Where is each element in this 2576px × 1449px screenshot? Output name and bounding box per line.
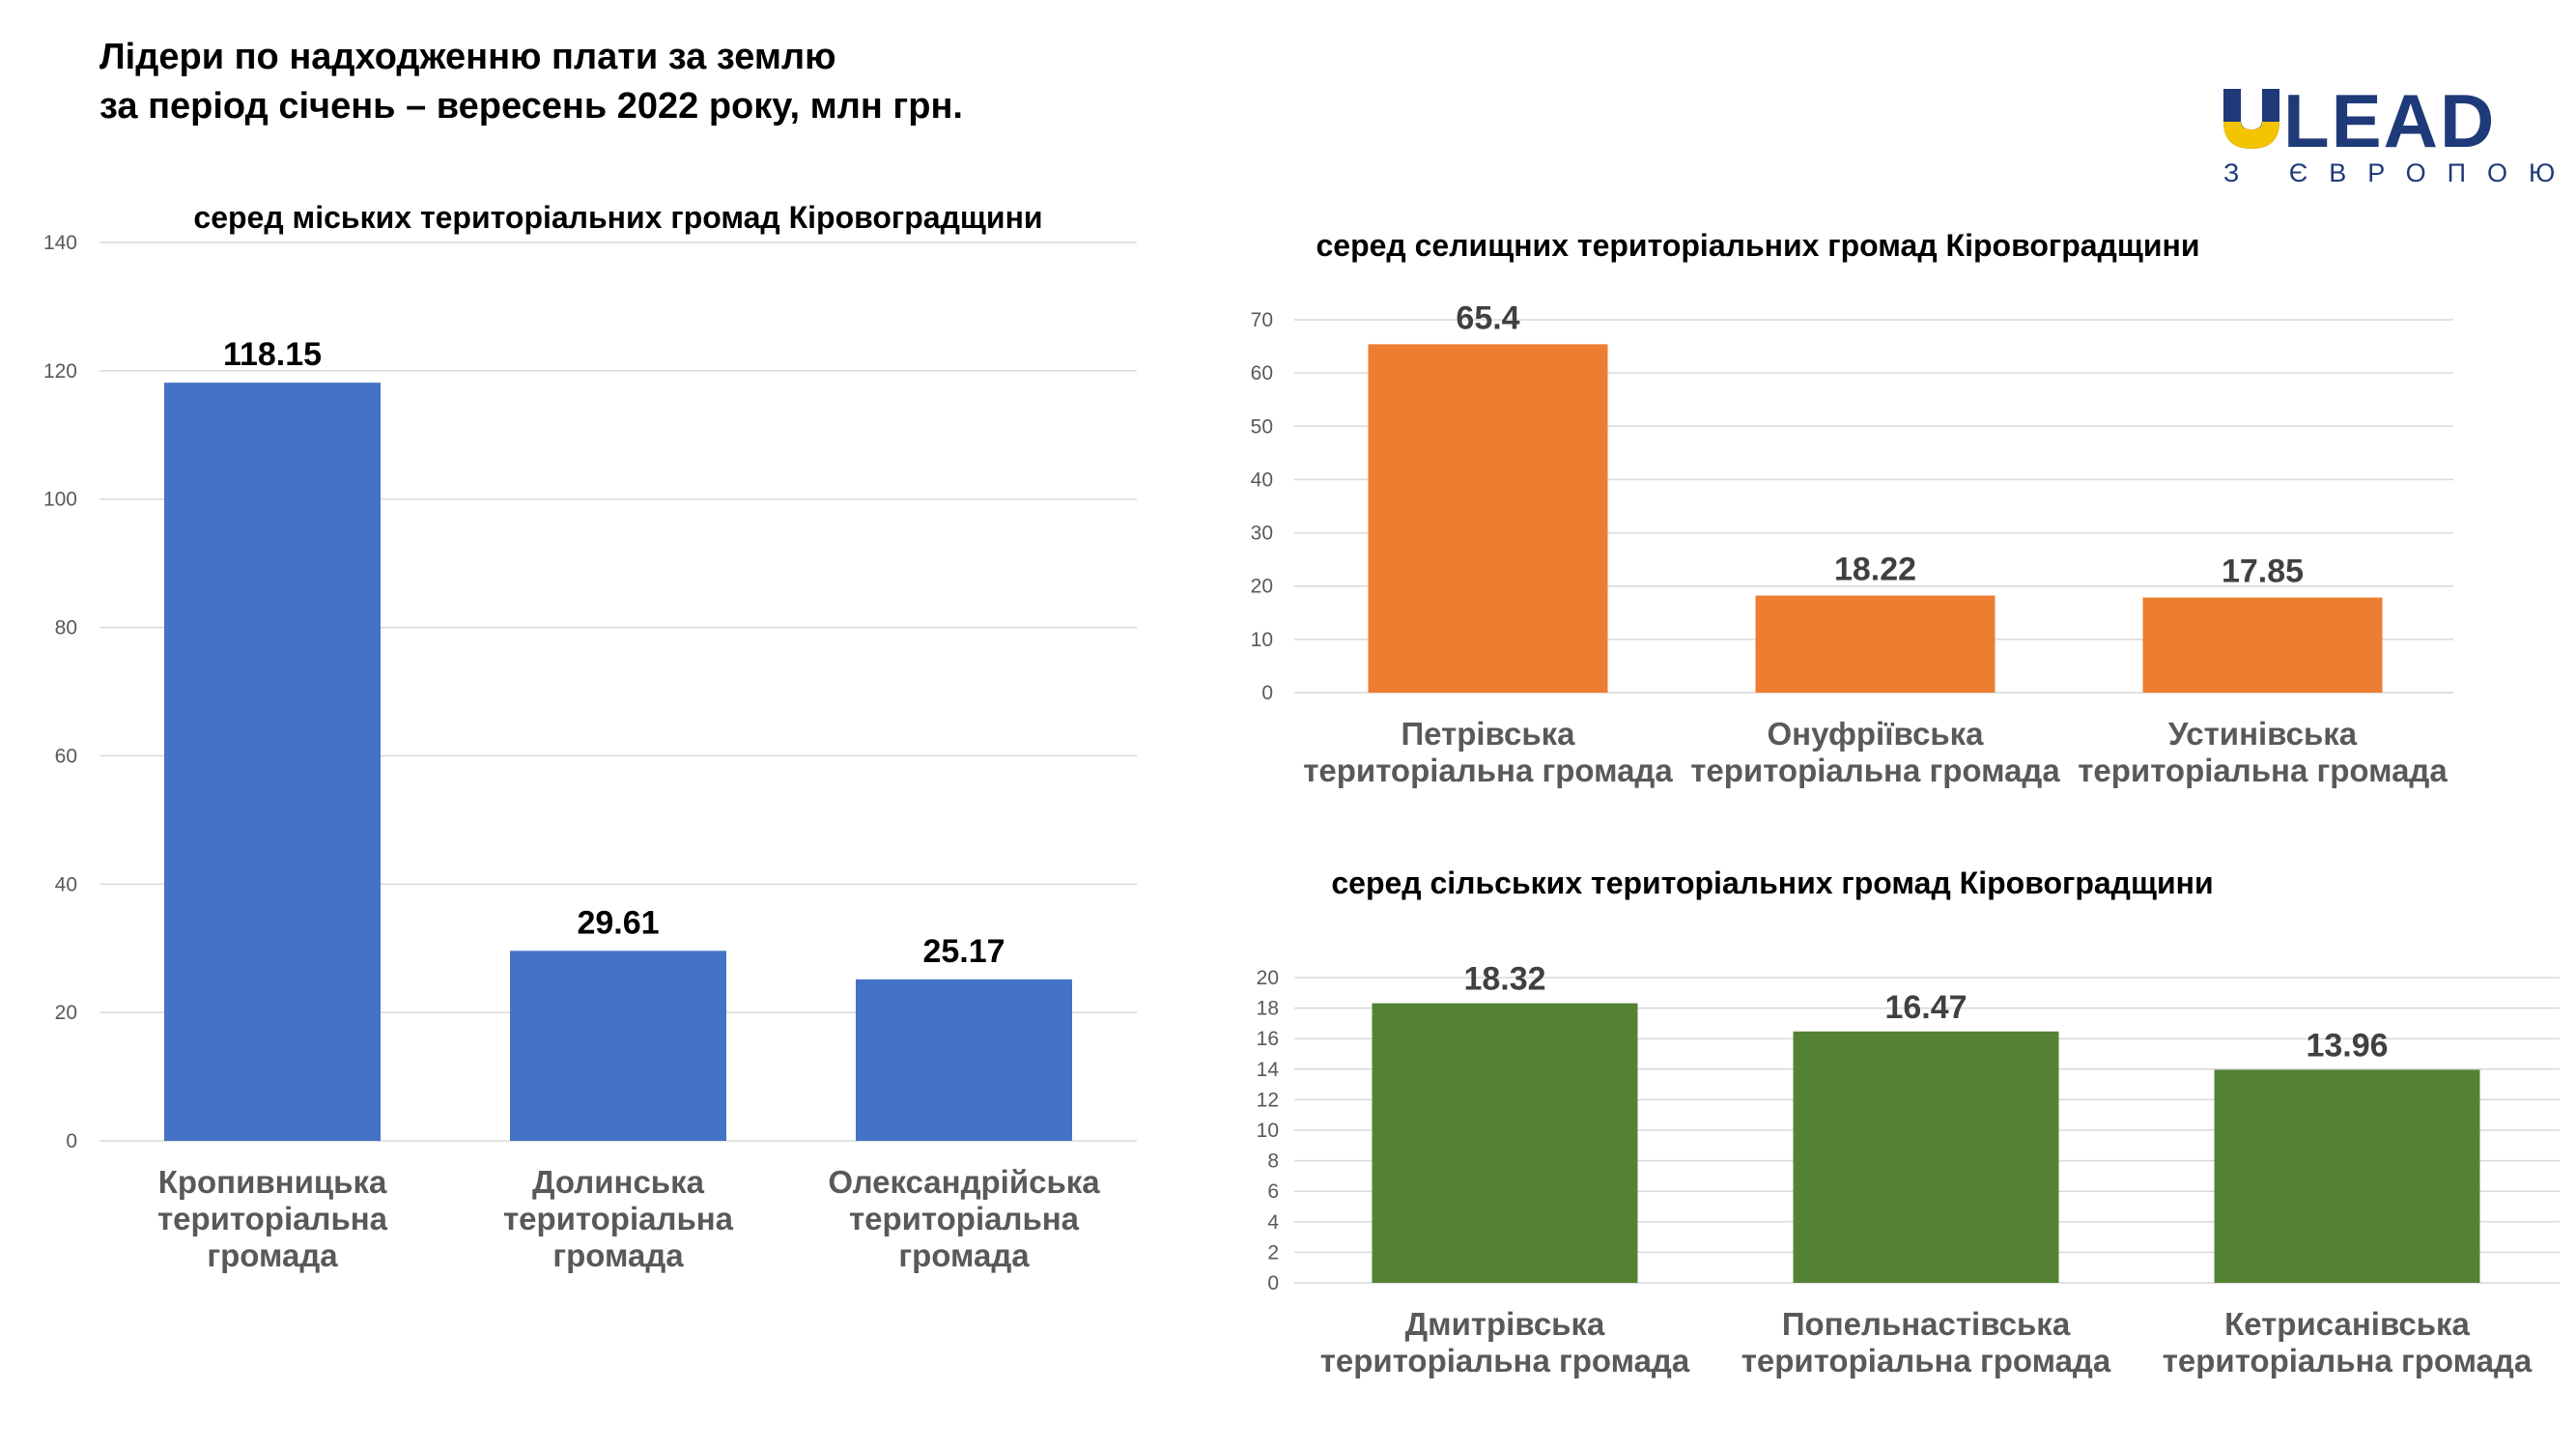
x-category-label-line: Долинська [532, 1164, 705, 1200]
x-category-label: Дмитрівська територіальна громада [1320, 1306, 1690, 1378]
x-category-label-line: Дмитрівська [1405, 1306, 1605, 1342]
x-category-label-line: територіальна громада [2163, 1343, 2533, 1378]
y-tick-label: 60 [1251, 362, 1273, 384]
x-category-label: Онуфріївська територіальна громада [1690, 716, 2060, 788]
x-category-label: Петрівська територіальна громада [1303, 716, 1673, 788]
chart-title: серед міських територіальних громад Кіро… [193, 200, 1042, 235]
y-tick-label: 10 [1251, 629, 1273, 651]
y-tick-label: 20 [1251, 576, 1273, 598]
y-tick-label: 6 [1267, 1180, 1279, 1203]
bar-value-label: 29.61 [577, 904, 659, 941]
y-tick-label: 2 [1267, 1241, 1279, 1264]
y-tick-label: 0 [1261, 682, 1273, 704]
x-category-label-line: Кропивницька [158, 1164, 387, 1200]
x-category-label-line: територіальна громада [1320, 1343, 1690, 1378]
ulead-u-bottom-icon [2223, 122, 2279, 149]
bar-value-label: 18.32 [1463, 961, 1545, 998]
y-tick-label: 0 [1267, 1272, 1279, 1294]
x-category-label-line: територіальна громада [1741, 1343, 2111, 1378]
y-tick-label: 10 [1257, 1120, 1279, 1142]
y-tick-label: 16 [1257, 1028, 1279, 1050]
x-category-label: Кропивницька територіальна громада [157, 1164, 388, 1273]
bar-value-label: 17.85 [2222, 554, 2304, 590]
bar [1368, 344, 1608, 693]
ulead-logo: LEAD З ЄВРОПОЮ [2222, 78, 2555, 195]
logo-subtitle: З ЄВРОПОЮ [2223, 158, 2576, 187]
bar [510, 951, 726, 1141]
x-category-label-line: Кетрисанівська [2224, 1306, 2470, 1342]
ulead-u-icon [2223, 89, 2279, 149]
x-category-label-line: територіальна [503, 1201, 734, 1236]
x-category-label: Олександрійська територіальна громада [828, 1164, 1100, 1273]
x-category-label-line: Онуфріївська [1768, 716, 1985, 752]
x-category-label-line: Олександрійська [828, 1164, 1100, 1200]
bar [2214, 1069, 2480, 1283]
bar-value-label: 25.17 [922, 933, 1005, 970]
x-category-label-line: громада [898, 1237, 1030, 1273]
page-title-line-1: Лідери по надходженню плати за землю [99, 37, 836, 77]
x-category-label-line: територіальна [849, 1201, 1080, 1236]
y-tick-label: 70 [1251, 309, 1273, 331]
y-tick-label: 40 [1251, 469, 1273, 491]
bar [1793, 1031, 2059, 1283]
bar [2142, 597, 2383, 693]
y-tick-label: 4 [1267, 1211, 1279, 1234]
chart-settlement: серед селищних територіальних громад Кір… [1251, 228, 2453, 788]
y-tick-label: 8 [1267, 1151, 1279, 1173]
y-tick-label: 50 [1251, 415, 1273, 438]
bar-value-label: 65.4 [1456, 299, 1519, 336]
chart-urban: серед міських територіальних громад Кіро… [43, 200, 1137, 1273]
y-tick-label: 18 [1257, 998, 1279, 1020]
x-category-label: Попельнастівська територіальна громада [1741, 1306, 2111, 1378]
x-category-label-line: Попельнастівська [1782, 1306, 2071, 1342]
page-title: Лідери по надходженню плати за землю за … [99, 33, 963, 131]
bar-value-label: 16.47 [1884, 989, 1967, 1026]
x-category-label-line: територіальна громада [1690, 753, 2060, 788]
y-tick-label: 120 [43, 360, 77, 383]
x-category-label: Кетрисанівська територіальна громада [2163, 1306, 2533, 1378]
y-tick-label: 140 [43, 232, 77, 254]
x-category-label: Устинівська територіальна громада [2078, 716, 2448, 788]
x-category-label-line: територіальна громада [1303, 753, 1673, 788]
y-tick-label: 30 [1251, 523, 1273, 545]
y-tick-label: 60 [55, 745, 77, 767]
x-category-label-line: громада [552, 1237, 684, 1273]
bar-value-label: 118.15 [223, 336, 322, 373]
bar [1755, 595, 1996, 693]
y-tick-label: 14 [1257, 1059, 1280, 1081]
x-category-label-line: територіальна [157, 1201, 388, 1236]
bar-value-label: 18.22 [1834, 552, 1916, 588]
x-category-label-line: Устинівська [2168, 716, 2358, 752]
x-category-label: Долинська територіальна громада [503, 1164, 734, 1273]
chart-title: серед сільських територіальних громад Кі… [1331, 866, 2213, 900]
y-tick-label: 0 [66, 1130, 77, 1152]
bar [164, 383, 381, 1141]
y-tick-label: 20 [55, 1002, 77, 1024]
chart-title: серед селищних територіальних громад Кір… [1316, 228, 2199, 263]
bar-value-label: 13.96 [2306, 1027, 2388, 1064]
page-title-line-2: за період січень – вересень 2022 року, м… [99, 85, 963, 127]
x-category-label-line: територіальна громада [2078, 753, 2448, 788]
y-tick-label: 12 [1257, 1089, 1279, 1111]
bar [856, 979, 1072, 1141]
y-tick-label: 80 [55, 617, 77, 639]
x-category-label-line: Петрівська [1401, 716, 1575, 752]
bar [1372, 1003, 1638, 1283]
chart-rural: серед сільських територіальних громад Кі… [1257, 866, 2560, 1378]
y-tick-label: 20 [1257, 967, 1279, 989]
y-tick-label: 100 [43, 489, 77, 511]
logo-text: LEAD [2283, 78, 2497, 163]
y-tick-label: 40 [55, 873, 77, 895]
x-category-label-line: громада [207, 1237, 338, 1273]
